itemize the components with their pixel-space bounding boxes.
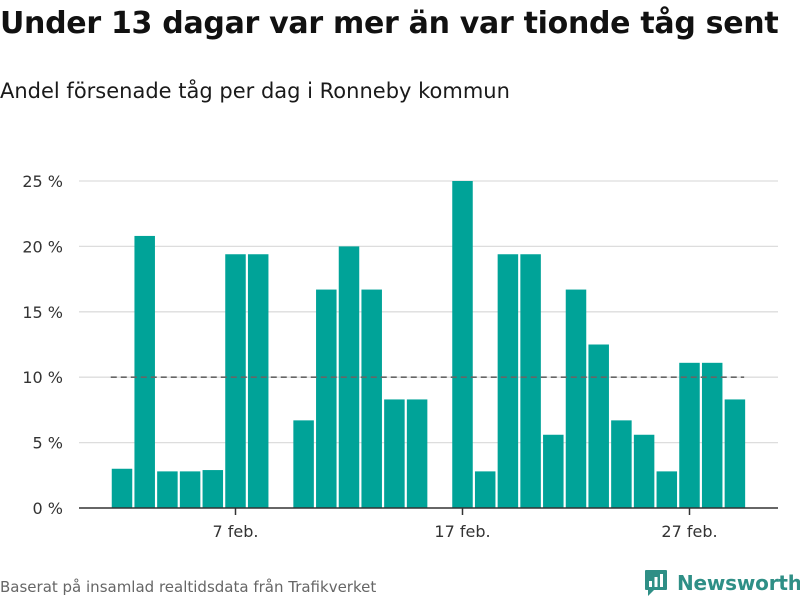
bar bbox=[157, 471, 178, 508]
bar bbox=[225, 254, 246, 508]
bar bbox=[497, 254, 519, 508]
bar bbox=[247, 254, 269, 508]
bar bbox=[656, 471, 678, 508]
bar bbox=[179, 471, 201, 508]
bar bbox=[406, 399, 428, 508]
y-tick-label: 10 % bbox=[22, 368, 63, 387]
bar bbox=[543, 434, 564, 508]
y-tick-label: 15 % bbox=[22, 303, 63, 322]
bar bbox=[474, 471, 496, 508]
bar bbox=[701, 362, 723, 508]
x-tick-label: 17 feb. bbox=[434, 522, 490, 541]
x-tick-label: 27 feb. bbox=[661, 522, 717, 541]
brand-name: Newsworthy bbox=[677, 571, 800, 595]
bar bbox=[361, 289, 382, 508]
y-tick-label: 20 % bbox=[22, 237, 63, 256]
bar bbox=[611, 420, 632, 508]
bar bbox=[724, 399, 746, 508]
y-tick-label: 5 % bbox=[33, 434, 63, 453]
x-tick-label: 7 feb. bbox=[213, 522, 259, 541]
bar bbox=[679, 362, 700, 508]
bar bbox=[520, 254, 541, 508]
bar bbox=[565, 289, 587, 508]
brand-logo: Newsworthy bbox=[644, 568, 800, 598]
bar bbox=[633, 434, 655, 508]
bar bbox=[588, 344, 609, 508]
source-note: Baserat på insamlad realtidsdata från Tr… bbox=[0, 578, 377, 596]
chart-subtitle: Andel försenade tåg per dag i Ronneby ko… bbox=[0, 79, 510, 103]
y-tick-label: 25 % bbox=[22, 172, 63, 191]
bar bbox=[293, 420, 314, 508]
chart-title: Under 13 dagar var mer än var tionde tåg… bbox=[0, 6, 779, 41]
y-tick-label: 0 % bbox=[33, 499, 63, 518]
bar bbox=[111, 468, 133, 508]
bar bbox=[316, 289, 337, 508]
newsworthy-logo-icon bbox=[645, 570, 667, 596]
bar bbox=[452, 181, 473, 508]
bar bbox=[384, 399, 405, 508]
bar bbox=[202, 470, 224, 508]
bar bbox=[338, 246, 360, 508]
bar bbox=[134, 235, 155, 508]
